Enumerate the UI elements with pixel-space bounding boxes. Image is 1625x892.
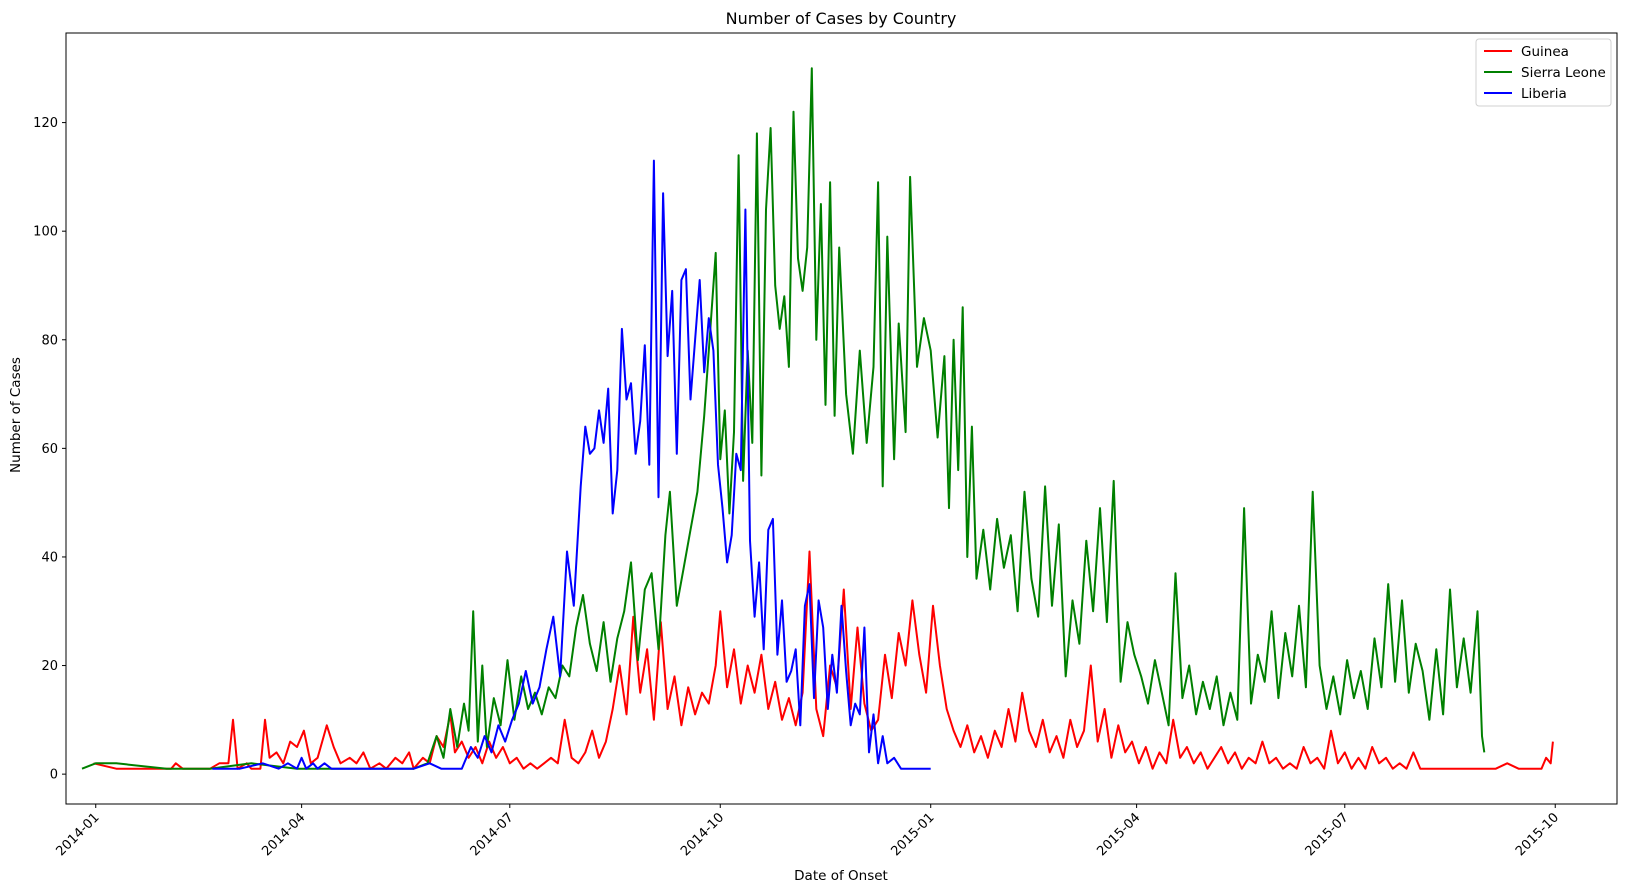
series-line-liberia	[212, 159, 931, 770]
legend-label: Liberia	[1521, 86, 1567, 102]
y-tick-label: 120	[33, 116, 58, 131]
y-axis-label: Number of Cases	[8, 357, 24, 473]
series-line-guinea	[93, 550, 1554, 770]
legend-label: Guinea	[1521, 44, 1569, 60]
y-axis-ticks: 0 20 40 60 80 100 120	[33, 116, 66, 783]
legend: Guinea Sierra Leone Liberia	[1475, 38, 1612, 107]
y-tick-label: 0	[50, 768, 58, 783]
legend-label: Sierra Leone	[1521, 65, 1606, 81]
plot-background	[66, 33, 1617, 804]
plot-area	[65, 32, 1618, 805]
series-line-sierra-leone	[81, 67, 1486, 770]
y-tick-label: 40	[41, 550, 58, 565]
plot-frame	[65, 32, 1618, 805]
y-tick-label: 20	[41, 659, 58, 674]
x-axis-label: Date of Onset	[794, 868, 888, 884]
y-tick-label: 60	[41, 442, 58, 457]
legend-box	[1475, 38, 1612, 107]
y-tick-label: 100	[33, 225, 58, 240]
chart-title: Number of Cases by Country	[726, 9, 957, 28]
y-tick-label: 80	[41, 333, 58, 348]
series-lines	[81, 67, 1554, 770]
